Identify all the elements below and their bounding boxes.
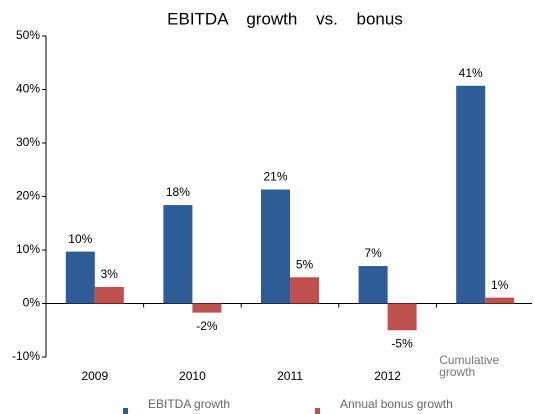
value-label: 41% — [459, 66, 483, 80]
value-label: 10% — [68, 232, 92, 246]
value-label: 18% — [166, 185, 190, 199]
bar — [485, 297, 515, 304]
y-tick-label: 20% — [16, 189, 40, 203]
legend-label: Annual bonus growth — [340, 397, 453, 411]
chart-title: EBITDA growth vs. bonus — [167, 9, 403, 28]
bar — [65, 251, 95, 304]
y-tick-label: 10% — [16, 242, 40, 256]
x-tick-label: 2011 — [277, 369, 303, 383]
bar — [456, 85, 486, 304]
value-label: 3% — [101, 267, 119, 281]
bar — [163, 205, 193, 304]
bar — [261, 189, 290, 304]
legend-marker — [123, 408, 128, 414]
y-tick-label: 0% — [23, 296, 41, 310]
x-tick-label: 2009 — [81, 369, 108, 383]
x-tick-label: Cumulative growth — [439, 354, 500, 379]
legend-marker — [315, 408, 320, 414]
value-label: -2% — [196, 319, 218, 333]
x-tick-label-box: Cumulative growth — [439, 354, 500, 379]
bar — [94, 286, 124, 304]
bar — [290, 277, 319, 304]
bar — [358, 266, 388, 304]
x-tick-label: 2010 — [179, 369, 206, 383]
bar — [192, 303, 222, 313]
value-label: 1% — [491, 278, 509, 292]
value-label: 21% — [263, 170, 287, 184]
y-tick-label: -10% — [12, 349, 40, 363]
bar — [387, 303, 417, 331]
value-label: -5% — [391, 336, 413, 350]
x-tick-label: 2012 — [374, 369, 401, 383]
value-label: 7% — [364, 246, 382, 260]
y-tick-label: 50% — [16, 28, 40, 42]
legend-label: EBITDA growth — [148, 397, 230, 411]
value-label: 5% — [296, 257, 314, 271]
y-tick-label: 40% — [16, 82, 40, 96]
y-tick-label: 30% — [16, 135, 40, 149]
